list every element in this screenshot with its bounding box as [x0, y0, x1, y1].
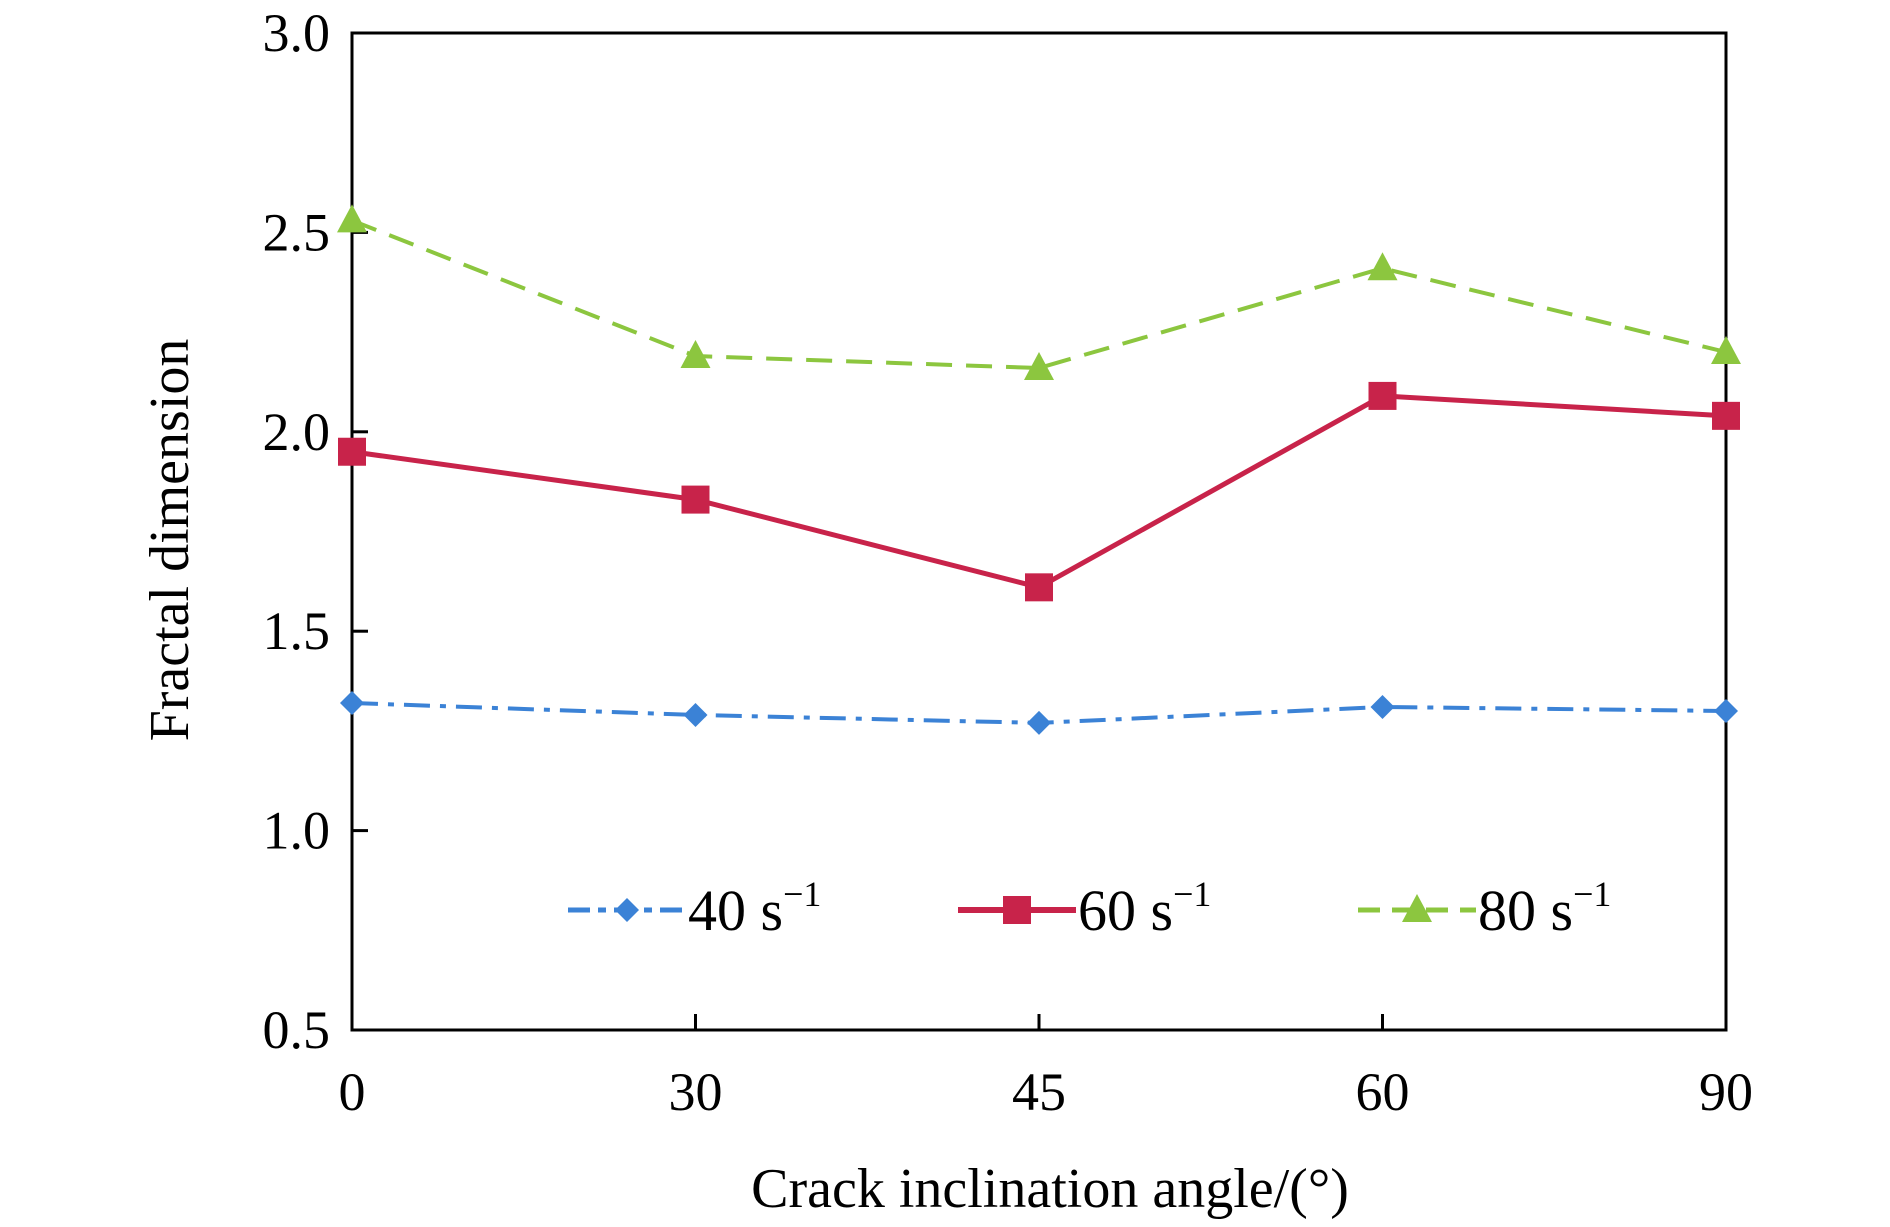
x-tick-label: 45 — [1012, 1062, 1066, 1122]
series-layer — [337, 204, 1741, 735]
y-tick-label: 2.5 — [263, 202, 331, 262]
data-point — [1714, 698, 1738, 723]
series-line — [351, 393, 1727, 591]
y-axis: 0.5 1.0 1.5 2.0 2.5 3.0 — [263, 3, 368, 1060]
data-point — [1370, 694, 1395, 719]
y-tick-label: 1.0 — [263, 801, 331, 861]
y-tick-label: 3.0 — [263, 3, 331, 63]
data-point — [1368, 381, 1397, 410]
data-point — [681, 485, 710, 514]
legend-item-2: 60 s−1 — [958, 874, 1211, 943]
x-tick-label: 60 — [1356, 1062, 1410, 1122]
x-tick-label: 30 — [669, 1062, 723, 1122]
y-tick-label: 0.5 — [263, 1000, 331, 1060]
data-point — [1711, 336, 1741, 365]
legend: 40 s−1 60 s−1 80 s−1 — [568, 874, 1611, 943]
series-line — [351, 218, 1727, 371]
legend-marker — [1003, 896, 1031, 924]
series-1 — [340, 690, 1738, 735]
legend-label: 60 s−1 — [1078, 874, 1211, 943]
data-point — [340, 690, 364, 715]
series-3 — [337, 204, 1741, 380]
x-axis: 0 30 45 60 90 — [339, 1014, 1753, 1122]
data-point — [1025, 573, 1053, 602]
legend-item-1: 40 s−1 — [568, 874, 821, 943]
data-point — [337, 204, 367, 233]
legend-label: 40 s−1 — [688, 874, 821, 943]
data-point — [1367, 252, 1398, 281]
data-point — [680, 340, 711, 369]
data-point — [683, 702, 708, 727]
data-point — [1027, 710, 1051, 735]
x-tick-label: 0 — [339, 1062, 366, 1122]
series-2 — [338, 381, 1740, 602]
y-axis-title: Fractal dimension — [139, 339, 201, 742]
y-tick-label: 2.0 — [263, 402, 331, 462]
data-point — [1712, 401, 1740, 430]
y-tick-label: 1.5 — [263, 601, 331, 661]
legend-marker — [1402, 894, 1432, 922]
data-point — [338, 437, 366, 466]
x-tick-label: 90 — [1699, 1062, 1753, 1122]
x-axis-title: Crack inclination angle/(°) — [751, 1158, 1349, 1220]
legend-item-3: 80 s−1 — [1358, 874, 1611, 943]
legend-label: 80 s−1 — [1478, 874, 1611, 943]
data-point — [1024, 351, 1054, 380]
legend-marker — [615, 898, 639, 922]
